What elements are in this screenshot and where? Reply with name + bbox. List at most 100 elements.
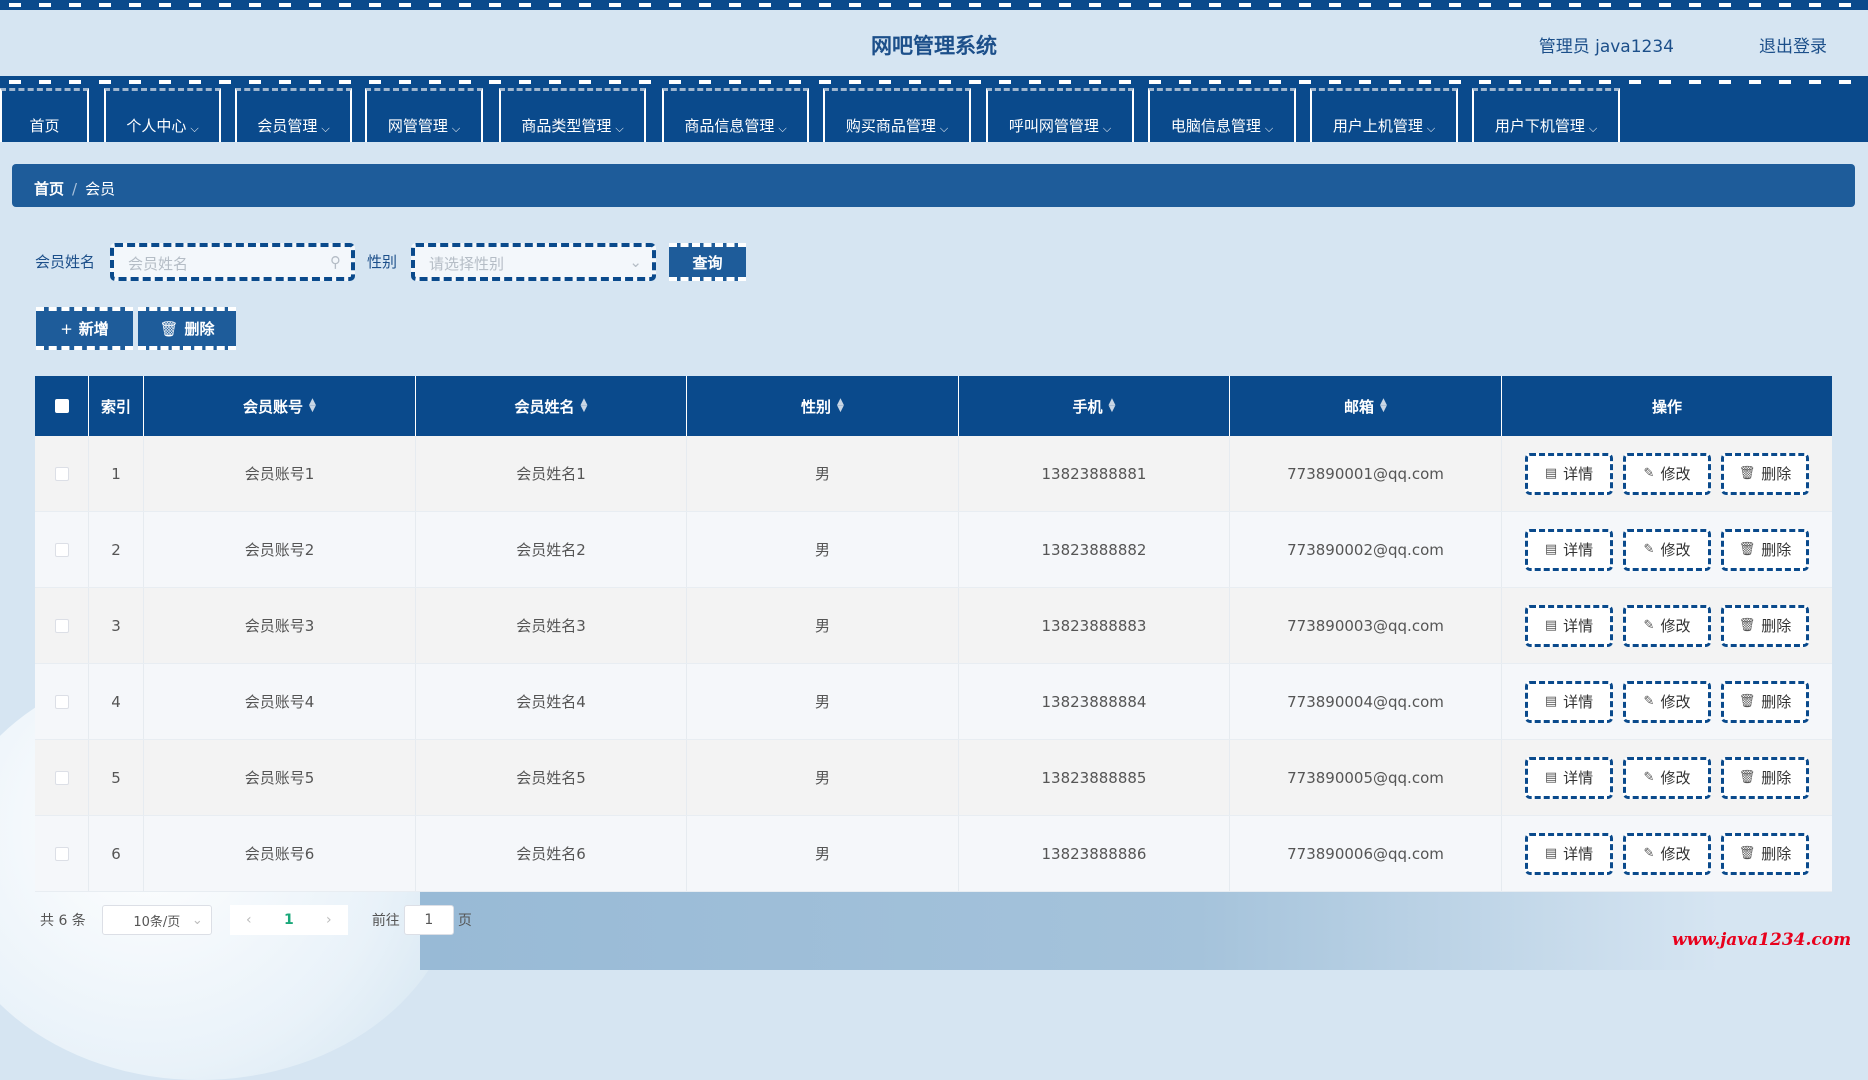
detail-button[interactable]: ▤ 详情	[1525, 604, 1613, 647]
edit-button[interactable]: ✎ 修改	[1623, 680, 1711, 723]
detail-button[interactable]: ▤ 详情	[1525, 832, 1613, 875]
goto-page-input[interactable]: 1	[403, 905, 454, 935]
row-actions: ▤ 详情 ✎ 修改 🗑 删除	[1502, 664, 1832, 739]
delete-button[interactable]: 🗑 删除	[1721, 756, 1809, 799]
row-checkbox[interactable]	[54, 542, 69, 557]
chevron-down-icon: ⌵	[939, 122, 949, 135]
main-nav: 首页 个人中心 ⌵ 会员管理 ⌵ 网管管理 ⌵ 商品类型管理 ⌵ 商品信息管理 ⌵ 购买商品管理 ⌵ 呼叫…	[0, 88, 1868, 142]
table-row: 2 会员账号2 会员姓名2 男 13823888882 773890002@qq.com …	[35, 512, 1832, 588]
cell-email: 773890002@qq.com	[1230, 512, 1502, 587]
nav-item[interactable]: 商品信息管理 ⌵	[662, 88, 809, 142]
nav-item[interactable]: 用户下机管理 ⌵	[1472, 88, 1620, 142]
document-icon: ▤	[1544, 846, 1558, 861]
row-checkbox[interactable]	[54, 846, 69, 861]
nav-item[interactable]: 网管管理 ⌵	[365, 88, 483, 142]
header-account[interactable]: 会员账号 ▲ ▼	[144, 376, 416, 436]
delete-label: 删除	[1761, 465, 1792, 483]
next-page-icon[interactable]: ›	[326, 912, 332, 928]
edit-button[interactable]: ✎ 修改	[1623, 756, 1711, 799]
row-select-cell	[35, 436, 89, 511]
nav-item[interactable]: 商品类型管理 ⌵	[499, 88, 646, 142]
edit-button[interactable]: ✎ 修改	[1623, 832, 1711, 875]
sort-icon[interactable]: ▲ ▼	[1108, 397, 1116, 414]
chevron-down-icon: ⌵	[1588, 122, 1598, 135]
table-body: 1 会员账号1 会员姓名1 男 13823888881 773890001@qq.com …	[35, 436, 1832, 892]
row-checkbox[interactable]	[54, 466, 69, 481]
row-checkbox[interactable]	[54, 770, 69, 785]
page-current[interactable]: 1	[283, 912, 294, 928]
row-checkbox[interactable]	[54, 694, 69, 709]
select-all-checkbox[interactable]	[54, 399, 69, 413]
cell-name: 会员姓名4	[416, 664, 687, 739]
nav-item[interactable]: 用户上机管理 ⌵	[1310, 88, 1458, 142]
header-email-label: 邮箱	[1344, 397, 1375, 416]
gender-select[interactable]: 请选择性别 ⌄	[411, 243, 656, 281]
nav-item[interactable]: 首页	[0, 88, 89, 142]
detail-label: 详情	[1563, 693, 1594, 711]
delete-button[interactable]: 🗑 删除	[1721, 604, 1809, 647]
sort-icon[interactable]: ▲ ▼	[837, 397, 844, 414]
breadcrumb: 首页 / 会员	[12, 164, 1855, 207]
chevron-down-icon: ⌵	[615, 122, 624, 135]
chevron-down-icon: ⌵	[321, 122, 330, 135]
nav-item[interactable]: 个人中心 ⌵	[104, 88, 221, 142]
table-row: 1 会员账号1 会员姓名1 男 13823888881 773890001@qq.com …	[35, 436, 1832, 512]
delete-label: 删除	[1761, 769, 1792, 787]
delete-button[interactable]: 🗑 删除	[1721, 528, 1809, 571]
batch-delete-button[interactable]: 🗑 删除	[138, 307, 236, 350]
row-checkbox[interactable]	[54, 618, 69, 633]
sort-icon[interactable]: ▲ ▼	[580, 397, 588, 414]
delete-button[interactable]: 🗑 删除	[1721, 832, 1809, 875]
page-suffix: 页	[457, 913, 472, 929]
page-size-select[interactable]: 10条/页 ⌄	[101, 905, 212, 935]
trash-icon: 🗑	[1738, 466, 1756, 481]
header-phone[interactable]: 手机 ▲ ▼	[959, 376, 1230, 436]
edit-button[interactable]: ✎ 修改	[1623, 528, 1711, 571]
trash-icon: 🗑	[1738, 618, 1756, 633]
cell-account: 会员账号5	[144, 740, 416, 815]
nav-item[interactable]: 呼叫网管管理 ⌵	[986, 88, 1134, 142]
nav-item[interactable]: 电脑信息管理 ⌵	[1148, 88, 1296, 142]
cell-index: 4	[89, 664, 144, 739]
row-select-cell	[35, 588, 89, 663]
cell-name: 会员姓名5	[416, 740, 687, 815]
nav-item-label: 购买商品管理	[845, 117, 936, 135]
header-gender[interactable]: 性别 ▲ ▼	[687, 376, 959, 436]
select-all-cell	[35, 376, 89, 436]
cell-gender: 男	[687, 816, 959, 891]
delete-button[interactable]: 🗑 删除	[1721, 680, 1809, 723]
delete-label: 删除	[184, 320, 215, 338]
sort-icon[interactable]: ▲ ▼	[1380, 397, 1387, 414]
cell-phone: 13823888886	[959, 816, 1230, 891]
delete-button[interactable]: 🗑 删除	[1721, 452, 1809, 495]
detail-button[interactable]: ▤ 详情	[1525, 528, 1613, 571]
nav-item[interactable]: 会员管理 ⌵	[235, 88, 352, 142]
detail-label: 详情	[1563, 769, 1594, 787]
detail-button[interactable]: ▤ 详情	[1525, 680, 1613, 723]
row-actions: ▤ 详情 ✎ 修改 🗑 删除	[1502, 436, 1832, 511]
edit-button[interactable]: ✎ 修改	[1623, 604, 1711, 647]
name-search-input[interactable]: 会员姓名 ⚲	[110, 243, 355, 281]
edit-button[interactable]: ✎ 修改	[1623, 452, 1711, 495]
edit-label: 修改	[1660, 845, 1691, 863]
detail-button[interactable]: ▤ 详情	[1525, 452, 1613, 495]
breadcrumb-home[interactable]: 首页	[34, 180, 65, 198]
prev-page-icon[interactable]: ‹	[245, 912, 252, 928]
nav-item[interactable]: 购买商品管理 ⌵	[823, 88, 971, 142]
header-name[interactable]: 会员姓名 ▲ ▼	[416, 376, 687, 436]
table-row: 5 会员账号5 会员姓名5 男 13823888885 773890005@qq.com …	[35, 740, 1832, 816]
sort-icon[interactable]: ▲ ▼	[309, 397, 316, 414]
cell-email: 773890003@qq.com	[1230, 588, 1502, 663]
app-title: 网吧管理系统	[871, 34, 997, 58]
table-header: 索引 会员账号 ▲ ▼ 会员姓名 ▲ ▼ 性别 ▲ ▼ 手机 ▲ ▼ 邮箱 ▲ ▼ 操作	[35, 376, 1832, 436]
detail-button[interactable]: ▤ 详情	[1525, 756, 1613, 799]
header-email[interactable]: 邮箱 ▲ ▼	[1230, 376, 1502, 436]
trash-icon: 🗑	[159, 319, 179, 338]
nav-item-label: 电脑信息管理	[1170, 117, 1261, 135]
add-button[interactable]: + 新增	[36, 307, 133, 350]
query-button[interactable]: 查询	[669, 243, 746, 281]
pencil-icon: ✎	[1643, 694, 1655, 709]
chevron-down-icon: ⌵	[451, 122, 461, 135]
logout-link[interactable]: 退出登录	[1759, 37, 1827, 57]
row-actions: ▤ 详情 ✎ 修改 🗑 删除	[1502, 512, 1832, 587]
